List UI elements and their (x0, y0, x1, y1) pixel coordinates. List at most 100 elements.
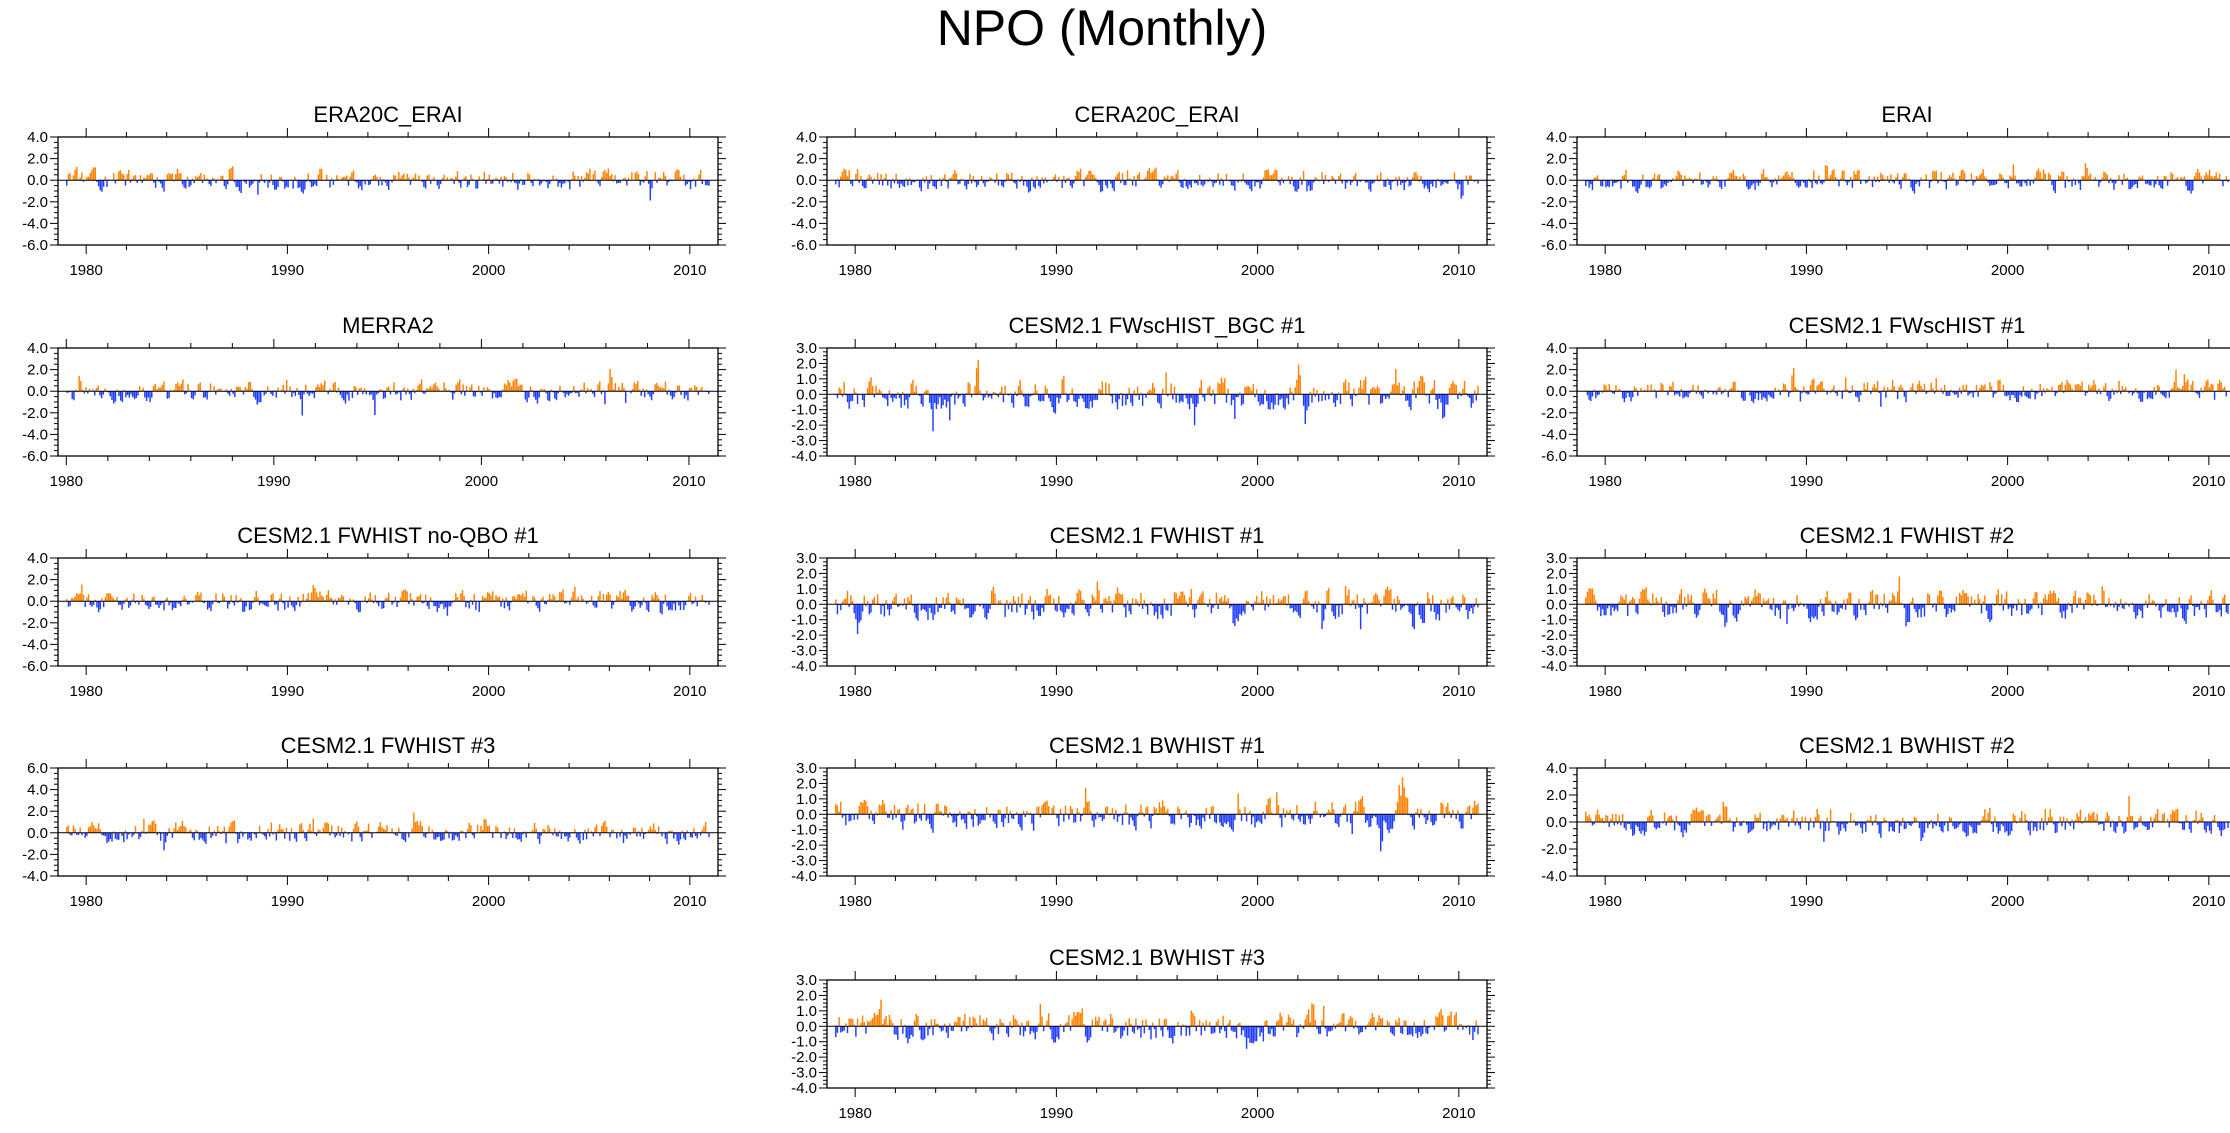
x-tick-label: 1980 (838, 473, 871, 490)
bar-7-217 (1198, 596, 1201, 605)
bar-7-345 (1413, 604, 1415, 630)
bar-2-259 (2019, 180, 2021, 187)
bar-5-258 (2017, 391, 2020, 403)
bar-3-326 (630, 391, 632, 394)
bar-8-335 (2146, 604, 2149, 608)
bar-3-299 (583, 382, 585, 392)
bar-3-125 (282, 385, 284, 392)
bar-5-180 (1886, 387, 1889, 392)
bar-6-302 (572, 591, 574, 602)
bar-8-40 (1652, 593, 1654, 605)
bar-4-133 (1058, 394, 1060, 404)
bar-1-9 (850, 180, 852, 184)
bar-2-248 (2000, 174, 2003, 181)
bar-7-132 (1056, 604, 1058, 612)
bar-7-147 (1081, 599, 1083, 605)
bar-3-168 (356, 391, 359, 395)
y-tick-label: 2.0 (27, 362, 48, 379)
bar-9-140 (300, 823, 303, 833)
bar-4-161 (1105, 382, 1107, 395)
bar-9-60 (166, 832, 169, 836)
bar-6-143 (305, 598, 308, 602)
bar-7-172 (1123, 604, 1125, 608)
bar-7-351 (1423, 604, 1426, 623)
bar-4-172 (1123, 394, 1125, 396)
bar-7-238 (1234, 604, 1236, 627)
bar-1-92 (989, 177, 991, 181)
bar-2-260 (2021, 180, 2023, 187)
bar-0-215 (426, 175, 428, 181)
bar-4-129 (1051, 394, 1053, 408)
bar-1-270 (1287, 175, 1290, 181)
bar-4-139 (1068, 394, 1070, 400)
bar-8-4 (1591, 588, 1594, 605)
bar-7-333 (1393, 598, 1395, 605)
bar-0-152 (320, 168, 323, 181)
bar-5-125 (1794, 386, 1797, 392)
bar-1-346 (1415, 171, 1417, 181)
bar-0-242 (471, 178, 474, 181)
bar-2-146 (1829, 174, 1832, 181)
bar-3-289 (566, 391, 568, 395)
bar-1-377 (1467, 180, 1469, 185)
bar-2-70 (1702, 180, 1704, 185)
bar-9-126 (277, 829, 279, 833)
bar-2-181 (1888, 180, 1890, 183)
bar-6-367 (681, 601, 683, 603)
y-tick-label: -2.0 (791, 627, 817, 644)
bar-0-161 (336, 175, 338, 181)
bar-6-357 (664, 594, 667, 602)
bar-8-90 (1735, 604, 1738, 622)
bar-6-113 (255, 590, 257, 602)
bar-3-16 (93, 391, 96, 396)
bar-10-210 (1187, 814, 1189, 818)
bar-9-220 (434, 832, 437, 840)
bar-4-186 (1146, 391, 1149, 395)
bar-9-108 (247, 832, 249, 840)
bar-0-204 (408, 177, 410, 181)
bar-1-176 (1130, 178, 1132, 181)
bar-4-128 (1049, 394, 1052, 402)
bar-2-368 (2202, 180, 2204, 184)
bar-5-257 (2015, 391, 2018, 403)
x-tick-label: 2000 (1991, 683, 2024, 700)
bar-0-0 (66, 180, 68, 186)
bar-2-256 (2014, 175, 2016, 181)
bar-2-59 (1683, 175, 1686, 181)
bar-8-13 (1606, 604, 1609, 609)
bar-0-238 (465, 176, 467, 181)
bar-3-21 (102, 391, 105, 395)
bar-6-200 (401, 591, 403, 602)
bar-6-171 (352, 599, 355, 602)
bar-2-120 (1786, 171, 1788, 181)
bar-9-247 (480, 825, 482, 833)
bar-6-329 (617, 597, 620, 602)
bar-1-343 (1410, 180, 1412, 186)
bar-1-121 (1037, 180, 1040, 186)
bar-3-334 (643, 391, 646, 398)
bar-1-298 (1334, 180, 1337, 184)
bar-8-53 (1673, 604, 1676, 608)
bar-1-271 (1289, 180, 1291, 185)
bar-8-180 (1886, 604, 1889, 613)
bar-5-68 (1699, 391, 1701, 394)
bar-1-204 (1177, 169, 1179, 181)
bar-6-360 (669, 601, 672, 610)
bar-0-145 (309, 180, 311, 183)
bar-7-267 (1282, 596, 1285, 605)
bar-3-208 (426, 388, 428, 392)
bar-0-30 (116, 179, 118, 181)
bar-10-38 (898, 808, 901, 815)
bar-10-43 (907, 804, 909, 815)
bar-5-296 (2081, 381, 2083, 392)
bar-6-52 (153, 596, 155, 602)
bar-6-40 (133, 593, 135, 602)
bar-0-16 (92, 167, 95, 181)
bar-5-179 (1885, 391, 1887, 398)
bar-10-181 (1138, 811, 1140, 815)
bar-2-257 (2015, 180, 2018, 184)
bar-3-1 (68, 391, 70, 393)
bar-4-266 (1281, 394, 1283, 399)
y-tick-label: -6.0 (22, 448, 48, 465)
